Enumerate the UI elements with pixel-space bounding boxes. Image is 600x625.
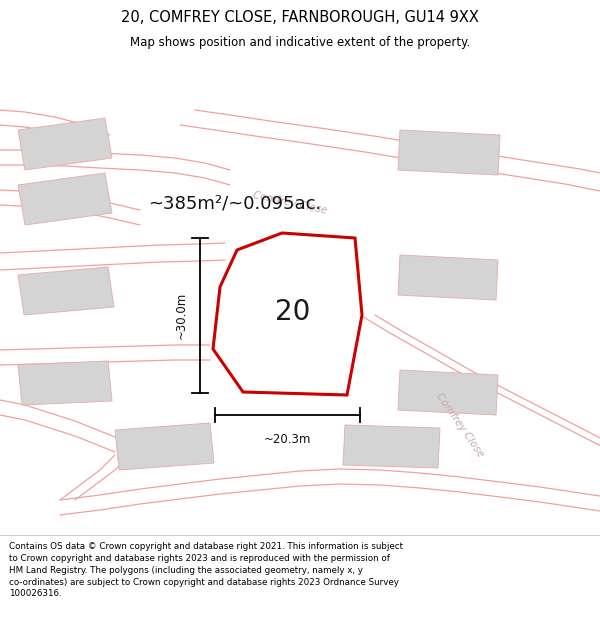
Text: ~385m²/~0.095ac.: ~385m²/~0.095ac.: [148, 194, 321, 212]
Text: ~30.0m: ~30.0m: [175, 292, 188, 339]
Text: 20, COMFREY CLOSE, FARNBOROUGH, GU14 9XX: 20, COMFREY CLOSE, FARNBOROUGH, GU14 9XX: [121, 10, 479, 25]
Text: Comfrey Close: Comfrey Close: [434, 391, 486, 459]
Polygon shape: [213, 233, 362, 395]
Polygon shape: [18, 267, 114, 315]
Polygon shape: [18, 173, 112, 225]
Polygon shape: [398, 130, 500, 175]
Polygon shape: [115, 423, 214, 470]
Text: ~20.3m: ~20.3m: [264, 433, 311, 446]
Text: Contains OS data © Crown copyright and database right 2021. This information is : Contains OS data © Crown copyright and d…: [9, 542, 403, 598]
Polygon shape: [398, 255, 498, 300]
Text: 20: 20: [275, 298, 310, 326]
Polygon shape: [343, 425, 440, 468]
Polygon shape: [18, 118, 112, 170]
Text: Map shows position and indicative extent of the property.: Map shows position and indicative extent…: [130, 36, 470, 49]
Text: Comfrey Close: Comfrey Close: [252, 190, 328, 216]
Polygon shape: [18, 361, 112, 405]
Polygon shape: [398, 370, 498, 415]
